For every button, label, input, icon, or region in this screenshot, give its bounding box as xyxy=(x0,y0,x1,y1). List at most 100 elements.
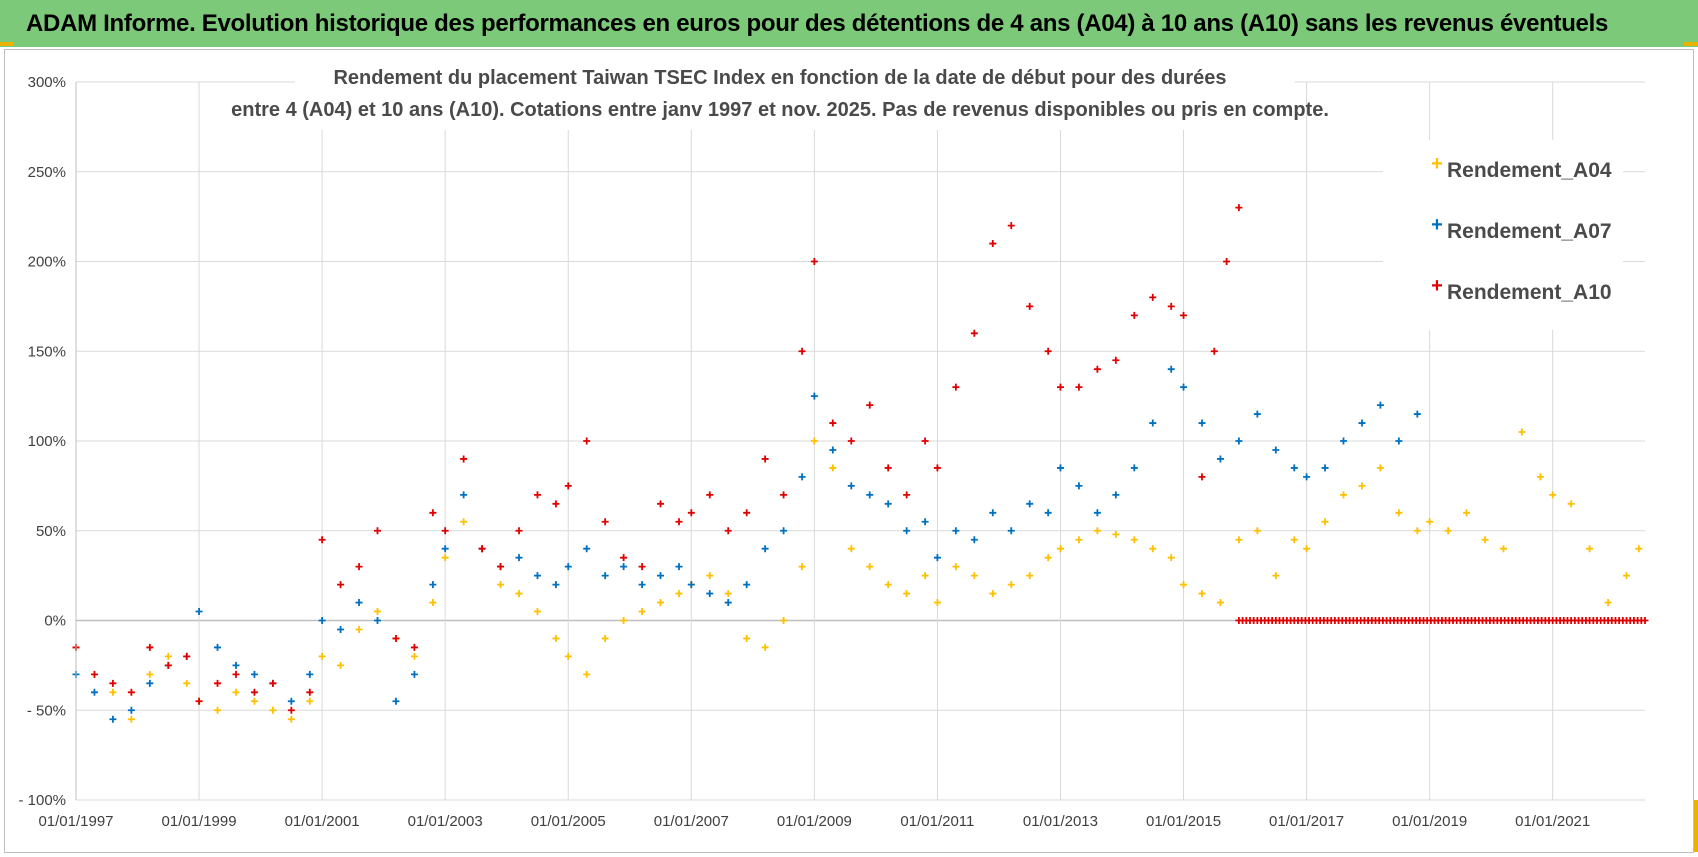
point-rendement-a10 xyxy=(214,679,222,687)
point-rendement-a07 xyxy=(1044,509,1052,517)
point-rendement-a04 xyxy=(1321,518,1329,526)
point-rendement-a04 xyxy=(1272,572,1280,580)
point-rendement-a10 xyxy=(127,688,135,696)
y-tick-label: 150% xyxy=(28,343,66,360)
point-rendement-a04 xyxy=(1549,491,1557,499)
x-tick-label: 01/01/1999 xyxy=(162,813,237,830)
point-rendement-a07 xyxy=(1130,464,1138,472)
point-rendement-a10 xyxy=(810,258,818,265)
point-rendement-a04 xyxy=(798,563,806,571)
point-rendement-a10 xyxy=(1056,383,1064,391)
point-rendement-a04 xyxy=(1426,518,1434,526)
x-tick-label: 01/01/2019 xyxy=(1392,813,1467,830)
point-rendement-a04 xyxy=(1290,536,1298,544)
grid-lines xyxy=(75,81,1645,801)
point-rendement-a04 xyxy=(1026,572,1034,580)
point-rendement-a10 xyxy=(306,688,314,696)
point-rendement-a10 xyxy=(564,482,572,490)
point-rendement-a04 xyxy=(429,599,437,607)
point-rendement-a07 xyxy=(337,625,345,633)
point-rendement-a04 xyxy=(1340,491,1348,499)
legend-marker-a07: + xyxy=(1431,214,1443,236)
point-rendement-a10 xyxy=(250,688,258,696)
point-rendement-a04 xyxy=(1167,554,1175,562)
point-rendement-a04 xyxy=(1112,530,1120,538)
point-rendement-a10 xyxy=(478,545,486,553)
corner-marker-bottom-right xyxy=(1694,800,1698,852)
y-tick-label: 300% xyxy=(28,74,66,91)
point-rendement-a10 xyxy=(657,500,665,508)
point-rendement-a07 xyxy=(1198,419,1206,427)
point-rendement-a07 xyxy=(903,527,911,535)
point-rendement-a04 xyxy=(1444,527,1452,535)
point-rendement-a07 xyxy=(1075,482,1083,490)
chart-title-line1: Rendement du placement Taiwan TSEC Index… xyxy=(333,67,1226,89)
point-rendement-a07 xyxy=(952,527,960,535)
point-rendement-a04 xyxy=(1635,545,1643,553)
point-rendement-a07 xyxy=(214,643,222,651)
point-rendement-a04 xyxy=(1358,482,1366,490)
scatter-chart: 300% 250% 200% 150% 100% 50% 0% - 50% - 100% 01/… xyxy=(18,58,1649,830)
point-rendement-a10 xyxy=(287,706,295,714)
point-rendement-a04 xyxy=(1235,536,1243,544)
point-rendement-a04 xyxy=(933,599,941,607)
point-rendement-a07 xyxy=(1272,446,1280,454)
point-rendement-a07 xyxy=(798,473,806,481)
point-rendement-a07 xyxy=(675,563,683,571)
point-rendement-a04 xyxy=(1253,527,1261,535)
point-rendement-a10 xyxy=(1223,258,1231,265)
point-rendement-a07 xyxy=(810,392,818,400)
banner-title: ADAM Informe. Evolution historique des p… xyxy=(26,9,1609,37)
point-rendement-a10 xyxy=(1149,293,1157,301)
x-tick-label: 01/01/1997 xyxy=(38,813,113,830)
point-rendement-a10 xyxy=(952,383,960,391)
x-tick-label: 01/01/2007 xyxy=(654,813,729,830)
point-rendement-a04 xyxy=(810,437,818,445)
point-rendement-a04 xyxy=(1007,581,1015,589)
point-rendement-a07 xyxy=(687,581,695,589)
point-rendement-a04 xyxy=(337,661,345,669)
point-rendement-a07 xyxy=(90,688,98,696)
point-rendement-a04 xyxy=(1395,509,1403,517)
point-rendement-a04 xyxy=(515,590,523,598)
point-rendement-a04 xyxy=(127,715,135,723)
point-rendement-a04 xyxy=(1586,545,1594,553)
point-rendement-a04 xyxy=(1413,527,1421,535)
y-tick-label: - 50% xyxy=(27,702,66,719)
point-rendement-a07 xyxy=(287,697,295,705)
point-rendement-a04 xyxy=(884,581,892,589)
point-rendement-a04 xyxy=(601,634,609,642)
point-rendement-a04 xyxy=(1499,545,1507,553)
point-rendement-a07 xyxy=(564,563,572,571)
point-rendement-a07 xyxy=(884,500,892,508)
point-rendement-a04 xyxy=(373,608,381,616)
point-rendement-a10 xyxy=(318,536,326,544)
x-tick-label: 01/01/2001 xyxy=(285,813,360,830)
point-rendement-a04 xyxy=(706,572,714,580)
point-rendement-a10 xyxy=(410,643,418,651)
point-rendement-a04 xyxy=(1536,473,1544,481)
point-rendement-a10 xyxy=(638,563,646,571)
point-rendement-a07 xyxy=(1321,464,1329,472)
point-rendement-a04 xyxy=(970,572,978,580)
point-rendement-a04 xyxy=(638,608,646,616)
legend-label-a07: Rendement_A07 xyxy=(1447,220,1612,243)
point-rendement-a10 xyxy=(1210,347,1218,355)
point-rendement-a04 xyxy=(761,643,769,651)
point-rendement-a07 xyxy=(306,670,314,678)
point-rendement-a07 xyxy=(921,518,929,526)
point-rendement-a07 xyxy=(1216,455,1224,463)
point-rendement-a04 xyxy=(1567,500,1575,508)
point-rendement-a04 xyxy=(269,706,277,714)
y-tick-label: 0% xyxy=(44,613,66,630)
point-rendement-a10 xyxy=(164,661,172,669)
point-rendement-a04 xyxy=(250,697,258,705)
point-rendement-a04 xyxy=(1198,590,1206,598)
point-rendement-a10 xyxy=(866,401,874,409)
point-rendement-a04 xyxy=(552,634,560,642)
point-rendement-a10 xyxy=(1112,356,1120,364)
point-rendement-a04 xyxy=(355,625,363,633)
point-rendement-a07 xyxy=(1007,527,1015,535)
point-rendement-a04 xyxy=(318,652,326,660)
point-rendement-a10 xyxy=(337,581,345,589)
